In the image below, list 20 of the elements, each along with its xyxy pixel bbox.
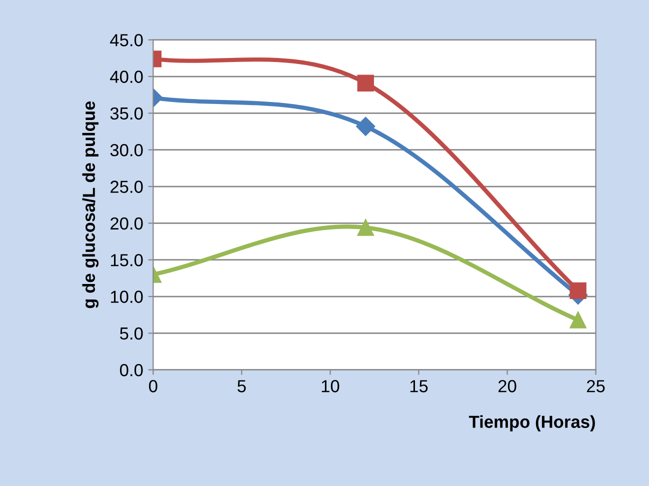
y-tick-label: 0.0: [120, 364, 143, 376]
point: [570, 282, 586, 299]
y-tick-label: 45.0: [110, 34, 143, 46]
y-tick-label: 25.0: [110, 180, 143, 193]
y-axis-title: g de glucosa/L de pulque: [82, 101, 99, 308]
y-tick-label: 10.0: [110, 290, 143, 303]
y-tick-label: 20.0: [110, 217, 143, 230]
x-tick-label: 25: [587, 380, 605, 392]
point: [570, 312, 586, 328]
y-tick-label: 30.0: [110, 144, 143, 156]
y-tick-label: 5.0: [120, 327, 143, 340]
x-tick-label: 10: [322, 380, 340, 392]
x-tick-label: 5: [238, 380, 246, 392]
x-tick-label: 20: [498, 380, 516, 392]
x-tick-label: 0: [149, 380, 158, 392]
x-tick-label: 15: [410, 380, 428, 392]
y-tick-label: 15.0: [110, 254, 143, 266]
x-axis-title: Tiempo (Horas): [468, 415, 595, 432]
y-tick-label: 35.0: [110, 107, 143, 120]
y-tick-label: 40.0: [110, 70, 143, 83]
